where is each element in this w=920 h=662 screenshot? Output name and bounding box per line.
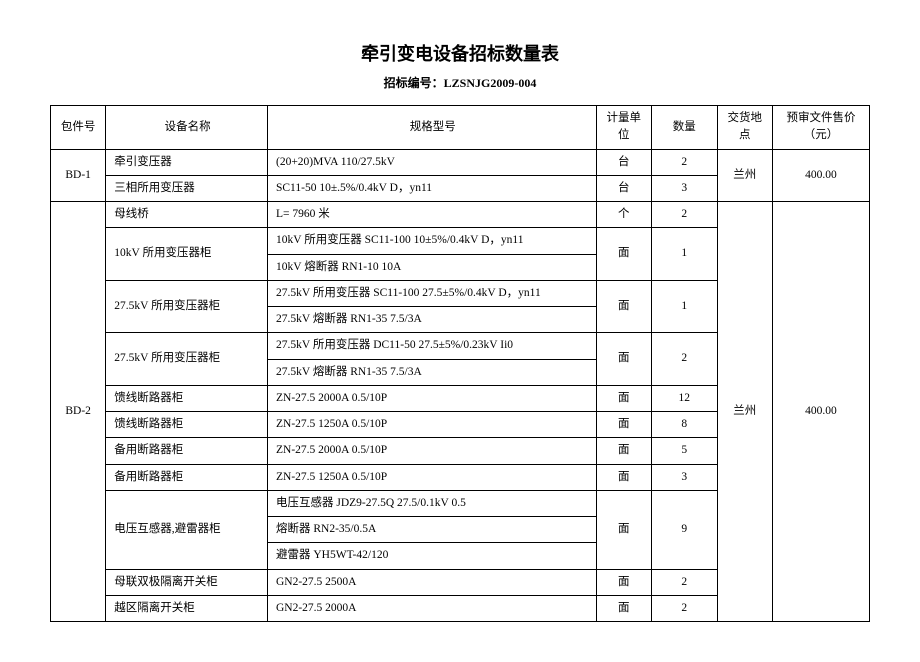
cell-qty: 2 — [651, 595, 717, 621]
cell-unit: 面 — [596, 464, 651, 490]
cell-name: 备用断路器柜 — [106, 438, 268, 464]
cell-spec: ZN-27.5 2000A 0.5/10P — [267, 385, 596, 411]
cell-unit: 面 — [596, 385, 651, 411]
cell-unit: 面 — [596, 569, 651, 595]
cell-spec: 电压互感器 JDZ9-27.5Q 27.5/0.1kV 0.5 — [267, 490, 596, 516]
cell-spec: 避雷器 YH5WT-42/120 — [267, 543, 596, 569]
cell-spec: ZN-27.5 1250A 0.5/10P — [267, 412, 596, 438]
cell-unit: 面 — [596, 412, 651, 438]
header-price: 预审文件售价（元） — [772, 106, 869, 150]
cell-spec: L= 7960 米 — [267, 202, 596, 228]
cell-price: 400.00 — [772, 202, 869, 622]
cell-name: 27.5kV 所用变压器柜 — [106, 280, 268, 333]
cell-unit: 面 — [596, 333, 651, 386]
cell-loc: 兰州 — [717, 149, 772, 202]
cell-name: 电压互感器,避雷器柜 — [106, 490, 268, 569]
header-loc: 交货地点 — [717, 106, 772, 150]
cell-unit: 面 — [596, 595, 651, 621]
cell-name: 27.5kV 所用变压器柜 — [106, 333, 268, 386]
cell-unit: 台 — [596, 175, 651, 201]
cell-spec: ZN-27.5 2000A 0.5/10P — [267, 438, 596, 464]
cell-loc: 兰州 — [717, 202, 772, 622]
cell-unit: 面 — [596, 490, 651, 569]
cell-qty: 12 — [651, 385, 717, 411]
table-row: BD-2 母线桥 L= 7960 米 个 2 兰州 400.00 — [51, 202, 870, 228]
header-unit: 计量单位 — [596, 106, 651, 150]
cell-qty: 1 — [651, 228, 717, 281]
cell-qty: 9 — [651, 490, 717, 569]
cell-unit: 面 — [596, 280, 651, 333]
cell-spec: 10kV 熔断器 RN1-10 10A — [267, 254, 596, 280]
cell-name: 母联双极隔离开关柜 — [106, 569, 268, 595]
cell-spec: GN2-27.5 2500A — [267, 569, 596, 595]
bid-number-label: 招标编号： — [384, 76, 444, 90]
cell-qty: 3 — [651, 464, 717, 490]
cell-spec: 27.5kV 熔断器 RN1-35 7.5/3A — [267, 359, 596, 385]
cell-unit: 个 — [596, 202, 651, 228]
cell-qty: 1 — [651, 280, 717, 333]
pkg-id: BD-1 — [51, 149, 106, 202]
cell-qty: 2 — [651, 149, 717, 175]
cell-spec: (20+20)MVA 110/27.5kV — [267, 149, 596, 175]
header-pkg: 包件号 — [51, 106, 106, 150]
cell-spec: 27.5kV 熔断器 RN1-35 7.5/3A — [267, 307, 596, 333]
cell-name: 三相所用变压器 — [106, 175, 268, 201]
cell-spec: 10kV 所用变压器 SC11-100 10±5%/0.4kV D，yn11 — [267, 228, 596, 254]
bid-number-value: LZSNJG2009-004 — [444, 76, 537, 90]
table-row: BD-1 牵引变压器 (20+20)MVA 110/27.5kV 台 2 兰州 … — [51, 149, 870, 175]
cell-name: 母线桥 — [106, 202, 268, 228]
cell-spec: 熔断器 RN2-35/0.5A — [267, 517, 596, 543]
cell-qty: 8 — [651, 412, 717, 438]
cell-name: 10kV 所用变压器柜 — [106, 228, 268, 281]
cell-spec: 27.5kV 所用变压器 DC11-50 27.5±5%/0.23kV Ii0 — [267, 333, 596, 359]
cell-qty: 2 — [651, 202, 717, 228]
cell-name: 馈线断路器柜 — [106, 385, 268, 411]
cell-qty: 5 — [651, 438, 717, 464]
cell-name: 馈线断路器柜 — [106, 412, 268, 438]
page-title: 牵引变电设备招标数量表 — [50, 40, 870, 66]
bid-number: 招标编号：LZSNJG2009-004 — [50, 74, 870, 91]
header-name: 设备名称 — [106, 106, 268, 150]
cell-spec: SC11-50 10±.5%/0.4kV D，yn11 — [267, 175, 596, 201]
cell-qty: 3 — [651, 175, 717, 201]
cell-unit: 面 — [596, 438, 651, 464]
pkg-id: BD-2 — [51, 202, 106, 622]
cell-price: 400.00 — [772, 149, 869, 202]
header-qty: 数量 — [651, 106, 717, 150]
cell-qty: 2 — [651, 569, 717, 595]
cell-unit: 面 — [596, 228, 651, 281]
header-spec: 规格型号 — [267, 106, 596, 150]
cell-name: 牵引变压器 — [106, 149, 268, 175]
cell-spec: 27.5kV 所用变压器 SC11-100 27.5±5%/0.4kV D，yn… — [267, 280, 596, 306]
cell-unit: 台 — [596, 149, 651, 175]
cell-name: 备用断路器柜 — [106, 464, 268, 490]
cell-name: 越区隔离开关柜 — [106, 595, 268, 621]
table-header-row: 包件号 设备名称 规格型号 计量单位 数量 交货地点 预审文件售价（元） — [51, 106, 870, 150]
equipment-table: 包件号 设备名称 规格型号 计量单位 数量 交货地点 预审文件售价（元） BD-… — [50, 105, 870, 622]
cell-spec: ZN-27.5 1250A 0.5/10P — [267, 464, 596, 490]
cell-qty: 2 — [651, 333, 717, 386]
cell-spec: GN2-27.5 2000A — [267, 595, 596, 621]
